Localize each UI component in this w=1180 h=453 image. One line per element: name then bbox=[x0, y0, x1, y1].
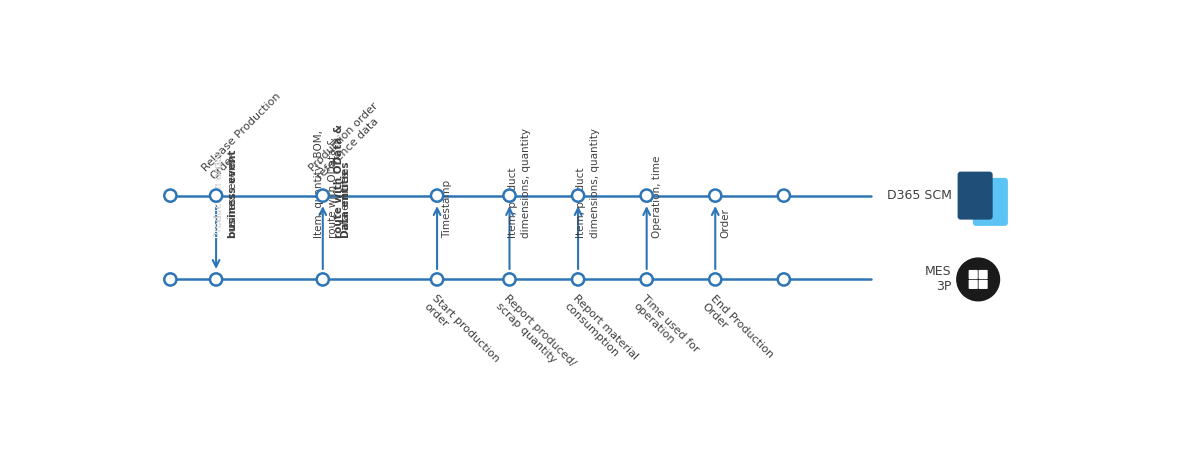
Text: business event: business event bbox=[215, 149, 237, 237]
Circle shape bbox=[431, 273, 444, 285]
Text: Timestamp: Timestamp bbox=[442, 179, 452, 237]
Circle shape bbox=[210, 189, 222, 202]
Text: Report produced/
scrap quantity: Report produced/ scrap quantity bbox=[494, 293, 578, 377]
Circle shape bbox=[778, 189, 789, 202]
FancyBboxPatch shape bbox=[958, 172, 992, 220]
Text: Production order
reference data: Production order reference data bbox=[308, 101, 388, 182]
Text: Order: Order bbox=[720, 207, 730, 237]
Text: Report material
consumption: Report material consumption bbox=[563, 293, 640, 370]
Circle shape bbox=[210, 273, 222, 285]
FancyBboxPatch shape bbox=[969, 280, 978, 289]
Circle shape bbox=[504, 273, 516, 285]
FancyBboxPatch shape bbox=[978, 270, 988, 279]
Text: End Production
Order: End Production Order bbox=[700, 293, 775, 368]
Circle shape bbox=[641, 273, 653, 285]
FancyBboxPatch shape bbox=[978, 280, 988, 289]
Text: Start production
order: Start production order bbox=[421, 293, 502, 373]
Circle shape bbox=[572, 273, 584, 285]
Text: Item, quantity, BOM,
route with OData &
Data entities: Item, quantity, BOM, route with OData & … bbox=[315, 130, 350, 237]
Text: MES
3P: MES 3P bbox=[925, 265, 951, 294]
Circle shape bbox=[709, 189, 721, 202]
Text: Item, product
dimensions, quantity: Item, product dimensions, quantity bbox=[507, 128, 531, 237]
Circle shape bbox=[641, 189, 653, 202]
Circle shape bbox=[957, 258, 999, 301]
Text: Operation, time: Operation, time bbox=[651, 155, 662, 237]
FancyBboxPatch shape bbox=[972, 178, 1008, 226]
Circle shape bbox=[572, 189, 584, 202]
Text: route with OData &: route with OData & bbox=[321, 124, 345, 237]
Circle shape bbox=[709, 273, 721, 285]
Circle shape bbox=[778, 273, 789, 285]
Circle shape bbox=[316, 189, 329, 202]
Text: D365 SCM: D365 SCM bbox=[886, 189, 951, 202]
Text: Item, product
dimensions, quantity: Item, product dimensions, quantity bbox=[576, 128, 599, 237]
Circle shape bbox=[316, 273, 329, 285]
Text: Time used for
operation: Time used for operation bbox=[631, 293, 701, 362]
Text: Data entities: Data entities bbox=[315, 161, 350, 237]
Text: Production order: Production order bbox=[215, 150, 237, 237]
Text: Release Production
Order: Release Production Order bbox=[201, 92, 291, 182]
Text: Production order
business event: Production order business event bbox=[215, 150, 237, 237]
Circle shape bbox=[164, 273, 177, 285]
FancyBboxPatch shape bbox=[969, 270, 978, 279]
Circle shape bbox=[504, 189, 516, 202]
Circle shape bbox=[431, 189, 444, 202]
Circle shape bbox=[164, 189, 177, 202]
